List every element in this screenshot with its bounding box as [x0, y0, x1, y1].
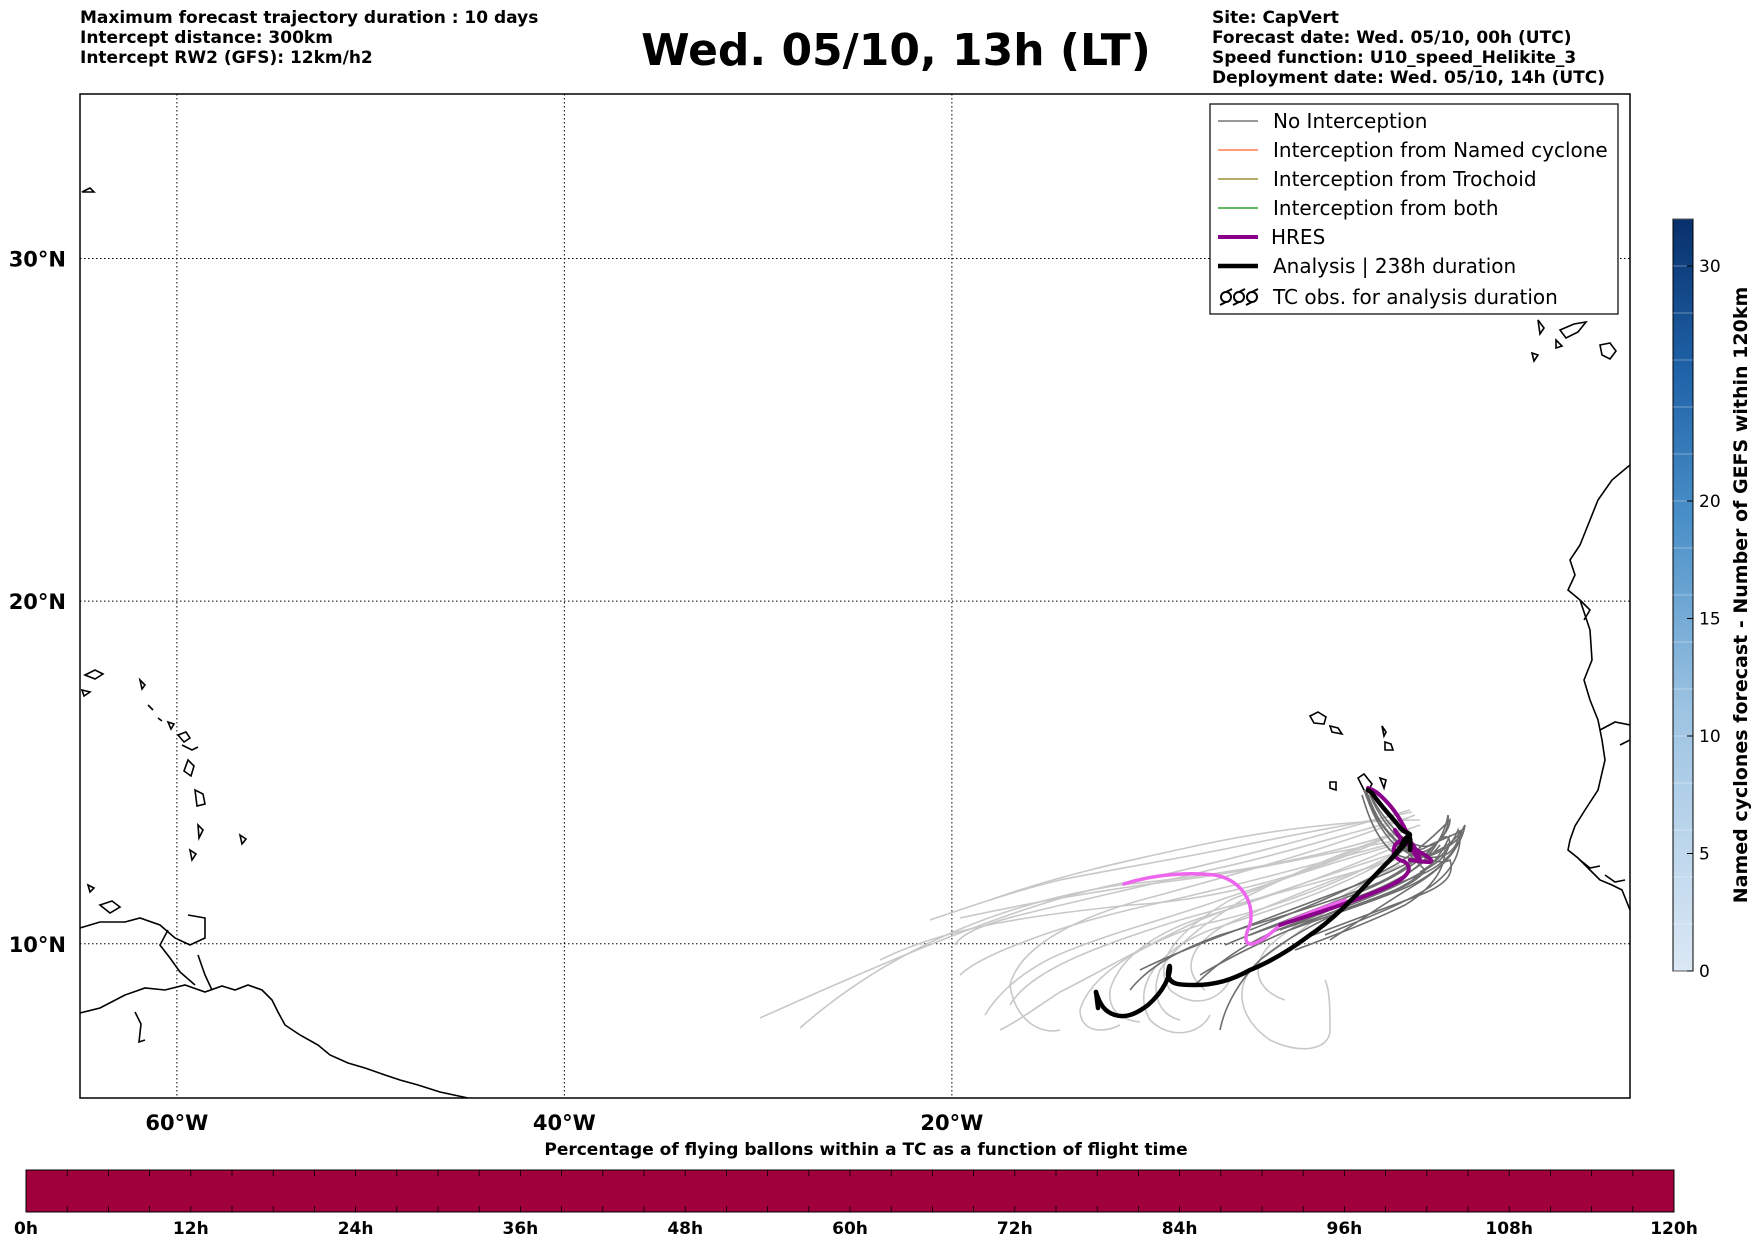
colorbar-label: Named cyclones forecast - Number of GEFS…	[1730, 287, 1752, 904]
colorbar-tick-label: 0	[1699, 962, 1710, 982]
lon-tick-label: 20°W	[920, 1111, 983, 1135]
bottom-tick-label: 48h	[667, 1219, 703, 1239]
bottom-colorbar-fill	[25, 1169, 1675, 1213]
colorbar-tick-label: 15	[1699, 610, 1721, 630]
max-duration-text: Maximum forecast trajectory duration : 1…	[80, 8, 539, 28]
legend-label: HRES	[1271, 225, 1325, 249]
bottom-tick-label: 84h	[1162, 1219, 1198, 1239]
legend-item-no-interception: No Interception	[1218, 109, 1427, 133]
legend-item-tc-obs: TC obs. for analysis duration	[1219, 285, 1558, 309]
site-info: Site: CapVert Forecast date: Wed. 05/10,…	[1212, 8, 1605, 88]
site-text: Site: CapVert	[1212, 8, 1339, 28]
cyclone-colorbar: 0 5 10 15 20 30 Named cyclones forecast - Num…	[1672, 218, 1752, 982]
bottom-colorbar-ticks: 0h 12h 24h 36h 48h 60h 72h 84h 96h 108h 120h	[14, 1170, 1698, 1239]
colorbar-tick-label: 5	[1699, 845, 1710, 865]
legend-item-trochoid: Interception from Trochoid	[1218, 167, 1537, 191]
colorbar-tick-label: 20	[1699, 492, 1721, 512]
colorbar-tick-label: 30	[1699, 257, 1721, 277]
intercept-rw2-text: Intercept RW2 (GFS): 12km/h2	[80, 48, 373, 68]
legend-label: Interception from both	[1273, 196, 1499, 220]
analysis-trajectory	[1093, 787, 1413, 1019]
deployment-date-text: Deployment date: Wed. 05/10, 14h (UTC)	[1212, 68, 1606, 88]
forecast-parameters: Maximum forecast trajectory duration : 1…	[80, 8, 538, 68]
intercept-distance-text: Intercept distance: 300km	[80, 28, 333, 48]
coastlines	[80, 187, 1630, 1098]
legend-item-analysis: Analysis | 238h duration	[1218, 254, 1516, 278]
bottom-tick-label: 36h	[503, 1219, 539, 1239]
legend-label: Interception from Named cyclone	[1273, 138, 1608, 162]
bottom-tick-label: 0h	[14, 1219, 38, 1239]
bottom-tick-label: 96h	[1327, 1219, 1363, 1239]
lon-tick-label: 60°W	[145, 1111, 208, 1135]
legend-item-hres: HRES	[1218, 225, 1325, 249]
map-title: Wed. 05/10, 13h (LT)	[641, 25, 1151, 76]
bottom-colorbar-title: Percentage of flying ballons within a TC…	[544, 1140, 1187, 1160]
bottom-tick-label: 108h	[1485, 1219, 1533, 1239]
colorbar-tick-label: 10	[1699, 727, 1721, 747]
bottom-tick-label: 60h	[832, 1219, 868, 1239]
lon-tick-label: 40°W	[533, 1111, 596, 1135]
speed-function-text: Speed function: U10_speed_Helikite_3	[1212, 48, 1577, 68]
bottom-tick-label: 12h	[173, 1219, 209, 1239]
graticule	[80, 94, 1630, 1098]
axis-labels: 60°W 40°W 20°W 10°N 20°N 30°N	[9, 247, 984, 1135]
bottom-tick-label: 120h	[1650, 1219, 1698, 1239]
map-frame	[79, 93, 1631, 1099]
legend: No Interception Interception from Named …	[1209, 103, 1619, 315]
bottom-tick-label: 24h	[338, 1219, 374, 1239]
hres-trajectory	[1122, 786, 1434, 946]
legend-label: Analysis | 238h duration	[1273, 254, 1516, 278]
legend-label: TC obs. for analysis duration	[1272, 285, 1558, 309]
tc-symbol-icon	[1219, 288, 1259, 306]
lat-tick-label: 10°N	[9, 933, 66, 957]
flight-time-colorbar: Percentage of flying ballons within a TC…	[14, 1140, 1698, 1239]
bottom-tick-label: 72h	[997, 1219, 1033, 1239]
legend-label: No Interception	[1273, 109, 1427, 133]
legend-item-both: Interception from both	[1218, 196, 1499, 220]
colorbar-ticks: 0 5 10 15 20 30	[1673, 218, 1721, 982]
lat-tick-label: 30°N	[9, 247, 66, 271]
forecast-date-text: Forecast date: Wed. 05/10, 00h (UTC)	[1212, 28, 1572, 48]
legend-label: Interception from Trochoid	[1273, 167, 1537, 191]
colorbar-gradient	[1672, 218, 1694, 972]
lat-tick-label: 20°N	[9, 590, 66, 614]
ensemble-trajectories-light	[759, 809, 1421, 1050]
legend-item-named-cyclone: Interception from Named cyclone	[1218, 138, 1608, 162]
